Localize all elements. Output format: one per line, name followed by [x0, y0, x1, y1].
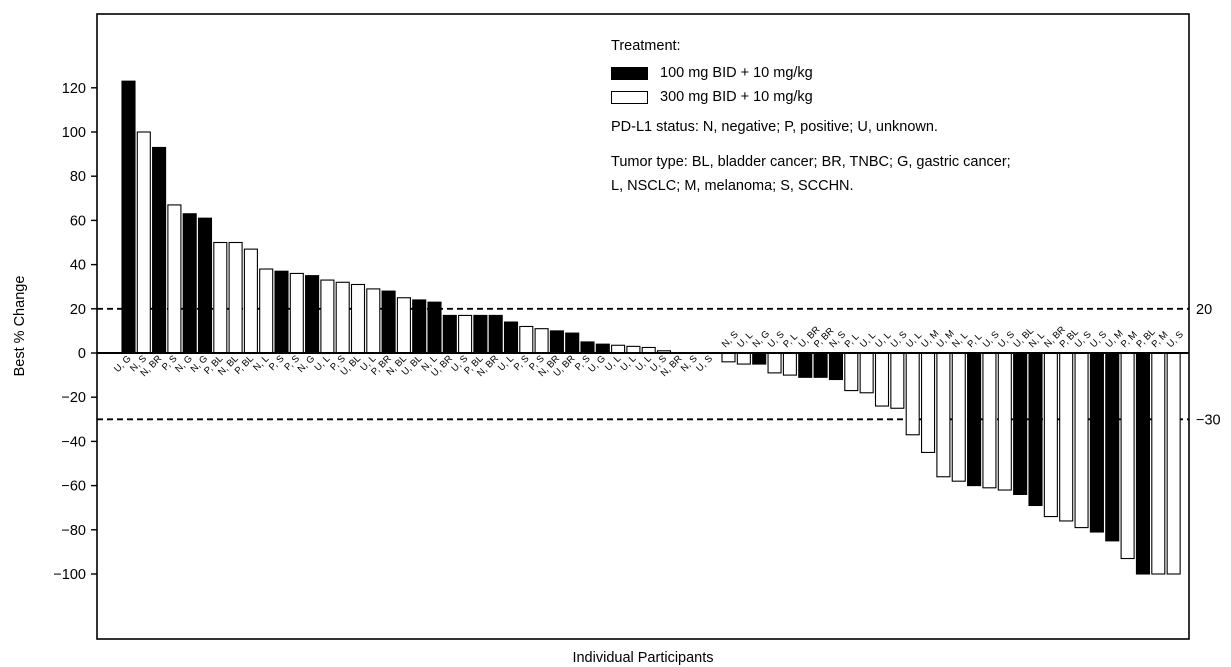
bar — [997, 352, 1012, 491]
y-tick-label: −20 — [61, 390, 86, 406]
y-tick-label: 100 — [62, 125, 86, 141]
bar — [1043, 352, 1058, 518]
bar — [442, 314, 457, 354]
bar — [305, 275, 320, 354]
bar — [905, 352, 920, 436]
bar — [611, 344, 626, 354]
bar — [874, 352, 890, 407]
legend-label-300mg: 300 mg BID + 10 mg/kg — [660, 88, 813, 105]
y-tick-label: −60 — [61, 479, 86, 495]
bar — [182, 213, 197, 354]
plot-frame — [96, 13, 1190, 640]
y-tick-label: 40 — [70, 258, 86, 274]
bar — [412, 299, 427, 354]
bar — [289, 272, 304, 354]
x-category-label: U, S — [694, 353, 715, 374]
bar — [503, 321, 519, 354]
bar — [350, 283, 366, 354]
bar — [967, 352, 982, 487]
bar — [335, 281, 350, 354]
tumor-type-note: Tumor type: BL, bladder cancer; BR, TNBC… — [611, 151, 1171, 199]
bar — [782, 352, 797, 376]
bar — [458, 314, 473, 354]
bar — [580, 341, 595, 354]
bar — [1028, 352, 1043, 507]
bar — [936, 352, 951, 478]
bar — [890, 352, 905, 409]
bar — [767, 352, 782, 374]
bar — [381, 290, 396, 354]
bar — [274, 270, 289, 354]
y-tick-label: 120 — [62, 81, 86, 97]
y-axis-label: Best % Change — [12, 276, 28, 377]
bar — [1013, 352, 1028, 495]
bar — [427, 301, 442, 354]
pdl1-status-note: PD-L1 status: N, negative; P, positive; … — [611, 119, 938, 136]
bar — [549, 330, 564, 354]
bar — [1105, 352, 1120, 542]
legend: Treatment: 100 mg BID + 10 mg/kg 300 mg … — [611, 38, 1171, 199]
y-tick-label: −80 — [61, 523, 86, 539]
legend-entry-100mg: 100 mg BID + 10 mg/kg — [611, 61, 1171, 85]
bar — [320, 279, 335, 354]
bars-group — [121, 80, 1181, 575]
legend-title: Treatment: — [611, 38, 681, 54]
bar — [121, 80, 136, 354]
legend-swatch-white — [611, 90, 648, 104]
y-axis: −100 −80 −60 −40 −20 0 20 40 60 80 100 120 — [53, 81, 97, 583]
bar — [366, 288, 381, 354]
tumor-type-note-line1: Tumor type: BL, bladder cancer; BR, TNBC… — [611, 153, 1011, 170]
x-category-label: U, S — [1165, 329, 1186, 350]
bar — [396, 297, 411, 354]
bar — [752, 352, 767, 365]
y-tick-label: −40 — [61, 434, 86, 450]
y-tick-label: 60 — [70, 213, 86, 229]
y-tick-label: −100 — [53, 567, 86, 583]
bar — [813, 352, 828, 378]
bar — [828, 352, 844, 381]
bar — [1151, 352, 1166, 575]
bar — [488, 314, 503, 354]
bar — [534, 328, 549, 354]
bar — [259, 268, 274, 354]
bar — [1166, 352, 1181, 575]
y-tick-label: 80 — [70, 169, 86, 185]
tumor-type-note-line2: L, NSCLC; M, melanoma; S, SCCHN. — [611, 177, 854, 194]
bar — [213, 241, 228, 354]
bar — [920, 352, 936, 453]
bar — [167, 204, 182, 354]
legend-entry-300mg: 300 mg BID + 10 mg/kg — [611, 85, 1171, 109]
bar — [1059, 352, 1074, 522]
bar — [1074, 352, 1089, 529]
bar — [859, 352, 874, 394]
bar — [721, 352, 736, 363]
bar — [243, 248, 258, 354]
legend-label-100mg: 100 mg BID + 10 mg/kg — [660, 64, 813, 81]
bar — [982, 352, 997, 489]
bar — [473, 314, 488, 354]
reference-line-label: 20 — [1196, 302, 1212, 318]
bar — [844, 352, 859, 392]
x-axis-label: Individual Participants — [572, 650, 713, 666]
bar — [152, 146, 167, 354]
bar — [197, 217, 213, 354]
bar — [1089, 352, 1104, 533]
bar — [1120, 352, 1135, 560]
bar — [1135, 352, 1150, 575]
reference-line-label: −30 — [1196, 412, 1221, 428]
bar — [136, 131, 151, 354]
bar — [951, 352, 966, 482]
bar — [595, 343, 610, 354]
bar — [565, 332, 580, 354]
y-tick-label: 20 — [70, 302, 86, 318]
bar — [228, 241, 243, 354]
bar — [519, 325, 534, 354]
legend-swatch-black — [611, 66, 648, 80]
bar — [736, 352, 751, 365]
y-tick-label: 0 — [78, 346, 86, 362]
bar — [798, 352, 813, 378]
